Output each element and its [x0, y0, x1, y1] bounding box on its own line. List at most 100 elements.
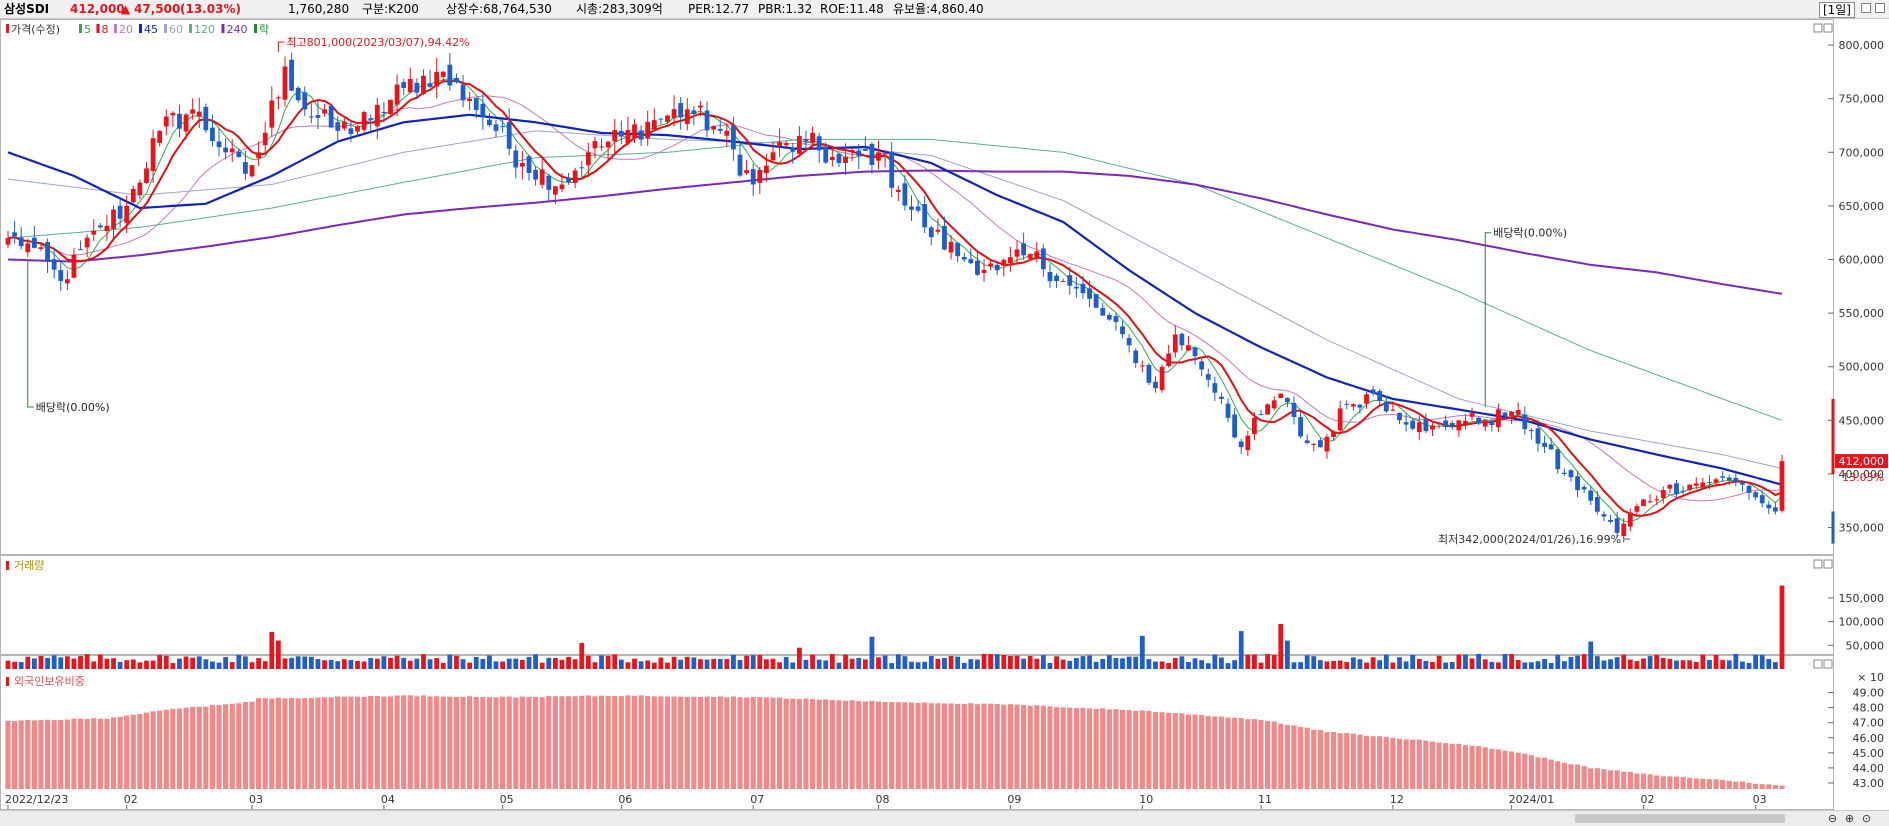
dividend-marker-line [1484, 232, 1492, 407]
candle-body [91, 230, 97, 235]
candle-body [1113, 316, 1119, 322]
candle-body [599, 146, 604, 148]
scroll-thumb[interactable] [1575, 814, 1785, 823]
candle-body [638, 130, 644, 140]
candle-body [539, 169, 545, 185]
volume-bar [671, 656, 677, 669]
foreign-ownership-bar [150, 711, 156, 789]
zoom-reset-icon[interactable]: ⊙ [1861, 812, 1872, 825]
candle-body [1680, 490, 1686, 492]
foreign-ownership-bar [796, 698, 802, 789]
candle-body [1779, 461, 1785, 511]
candle-body [1674, 483, 1679, 495]
volume-bar [111, 658, 116, 669]
zoom-in-icon[interactable]: ⊕ [1844, 812, 1855, 825]
candle-body [1746, 485, 1752, 493]
volume-bar [38, 655, 44, 669]
volume-bar [31, 658, 37, 669]
candle-body [45, 242, 50, 262]
volume-bar [823, 660, 829, 669]
volume-bar [1060, 659, 1066, 669]
period-selector-button[interactable]: [1일] [1818, 2, 1855, 18]
candle-body [1205, 374, 1211, 380]
candle-body [1199, 361, 1205, 370]
volume-bar [1522, 662, 1528, 669]
foreign-ownership-bar [1581, 766, 1587, 789]
candle-body [1489, 421, 1495, 426]
foreign-ownership-bar [750, 697, 756, 789]
legend-swatch [189, 24, 192, 33]
foreign-ownership-bar [1080, 707, 1086, 789]
volume-bar [473, 656, 479, 669]
price-legend-item: 60 [169, 23, 183, 36]
foreign-ownership-bar [691, 696, 697, 789]
foreign-ownership-bar [321, 697, 328, 789]
volume-bar [1753, 654, 1759, 669]
candlesticks [5, 52, 1785, 543]
foreign-ownership-bar [730, 696, 737, 789]
candle-body [988, 263, 994, 267]
foreign-ownership-bar [711, 696, 717, 789]
volume-bar [1726, 660, 1732, 669]
x-tick-label: 12 [1390, 793, 1404, 806]
candle-body [1700, 482, 1706, 488]
volume-bar [1476, 653, 1482, 669]
foreign-ownership-bar [440, 696, 446, 789]
volume-bar [308, 656, 314, 669]
foreign-ownership-bar [1403, 739, 1409, 789]
candle-body [862, 148, 868, 151]
volume-bar [401, 657, 407, 669]
volume-bar [1528, 662, 1534, 669]
candle-body [902, 183, 908, 206]
volume-bar [770, 658, 776, 669]
minimize-icon[interactable] [1861, 3, 1871, 13]
foreign-ownership-bar [1746, 782, 1752, 789]
volume-bar [1219, 657, 1224, 669]
horizontal-scrollbar[interactable]: ⊖ ⊕ ⊙ [0, 810, 1889, 826]
volume-value: 1,760,280 [288, 2, 350, 16]
volume-bar [1614, 657, 1620, 669]
close-icon[interactable] [1875, 3, 1885, 13]
foreign-ownership-bar [1779, 785, 1785, 789]
candle-body [1621, 523, 1627, 537]
candle-body [1252, 417, 1257, 435]
stock-name[interactable]: 삼성SDI [4, 2, 50, 16]
candle-body [869, 143, 875, 165]
foreign-ownership-bar [130, 714, 136, 789]
zoom-out-icon[interactable]: ⊖ [1827, 812, 1838, 825]
candle-body [981, 269, 987, 274]
candle-body [783, 143, 789, 146]
volume-bar [526, 656, 532, 669]
candle-body [770, 152, 776, 161]
stock-chart[interactable]: 최고801,000(2023/03/07),94.42% 배당락(0.00%) 배당… [0, 19, 1889, 810]
foreign-ownership-bar [1113, 709, 1119, 789]
foreign-ownership-bar [1614, 770, 1620, 789]
foreign-ownership-bar [91, 718, 97, 789]
ma45-line [7, 113, 1783, 486]
foreign-legend: 외국인보유비중 [14, 675, 85, 688]
candle-body [1463, 420, 1468, 424]
volume-bar [790, 662, 796, 669]
candle-body [1720, 476, 1726, 478]
candle-body [678, 103, 684, 118]
foreign-ownership-bar [1106, 709, 1112, 789]
candle-body [1522, 414, 1528, 430]
price-y-tick-label: 800,000 [1839, 39, 1885, 52]
volume-bar [1720, 660, 1726, 669]
candle-body [440, 71, 446, 78]
foreign-y-tick-label: 44.00 [1853, 762, 1885, 775]
candle-body [374, 104, 380, 127]
foreign-ownership-bar [1245, 719, 1251, 789]
volume-bar [796, 647, 802, 669]
candle-body [480, 104, 486, 118]
foreign-ownership-bar [196, 706, 202, 789]
volume-bar [45, 657, 50, 669]
candle-body [691, 110, 697, 115]
candle-body [1350, 404, 1356, 407]
candle-body [836, 153, 842, 164]
foreign-ownership-bar [928, 703, 934, 789]
foreign-ownership-bar [856, 701, 862, 789]
foreign-ownership-bar [598, 695, 605, 789]
volume-bar [203, 659, 209, 669]
